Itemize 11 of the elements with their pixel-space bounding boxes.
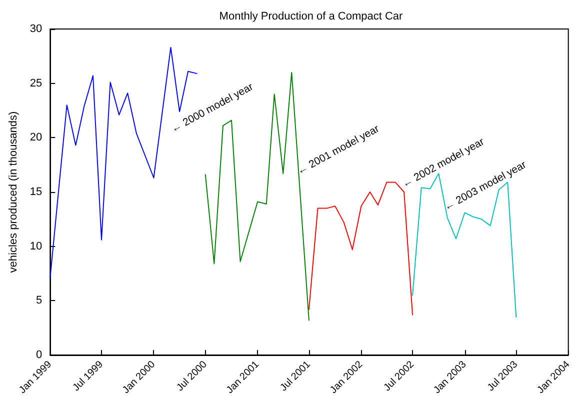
y-tick-label: 25 [30,77,42,90]
y-tick-label: 15 [30,186,42,198]
y-axis-title: vehicles produced (in thousands) [8,111,20,273]
chart-title: Monthly Production of a Compact Car [219,10,404,22]
line-series [204,72,310,321]
y-tick-label: 0 [36,349,42,361]
y-tick-label: 20 [30,132,42,144]
y-tick-label: 30 [30,23,42,35]
line-series [308,182,414,316]
y-tick-label: 5 [36,294,42,307]
y-tick-label: 10 [30,240,42,252]
